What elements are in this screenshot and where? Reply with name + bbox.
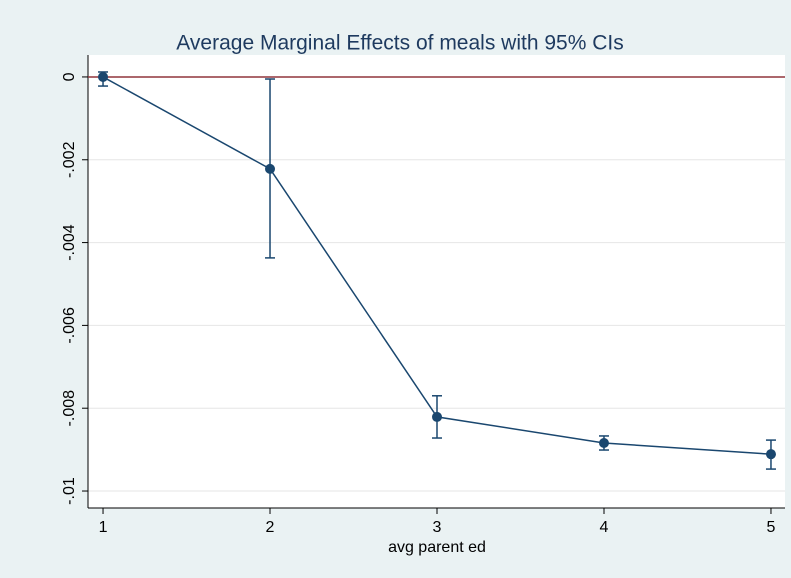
x-tick-label: 4 (600, 519, 609, 536)
y-tick-label: 0 (61, 72, 78, 81)
y-tick-label: -.01 (61, 477, 78, 505)
point (432, 411, 443, 422)
y-tick-label: -.004 (61, 224, 78, 261)
x-tick-label: 2 (266, 519, 275, 536)
x-tick-label: 1 (99, 519, 108, 536)
x-tick-label: 5 (767, 519, 776, 536)
point (265, 163, 276, 174)
y-tick-label: -.006 (61, 307, 78, 344)
x-axis-label: avg parent ed (388, 539, 486, 556)
point (598, 437, 609, 448)
y-tick-label: -.002 (61, 141, 78, 178)
point (98, 71, 109, 82)
point (765, 449, 776, 460)
x-tick-label: 3 (433, 519, 442, 536)
chart-title: Average Marginal Effects of meals with 9… (176, 32, 623, 55)
y-tick-label: -.008 (61, 390, 78, 427)
plot-area (88, 55, 785, 508)
